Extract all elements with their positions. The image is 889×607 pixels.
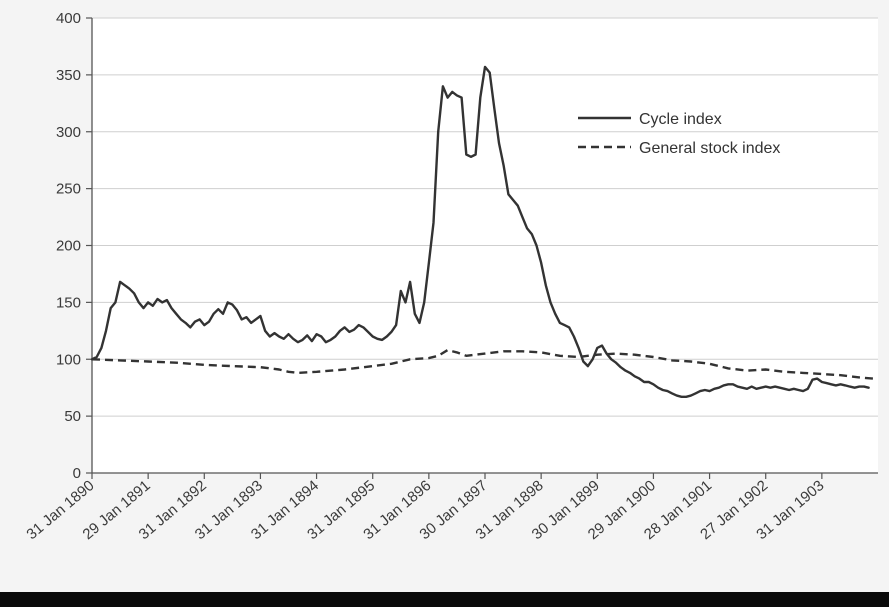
series-line-cycle-index <box>90 65 870 398</box>
y-tick-label: 0 <box>73 465 81 482</box>
legend-label: Cycle index <box>639 111 722 128</box>
y-tick-label: 50 <box>64 408 81 425</box>
y-tick-label: 200 <box>56 238 81 255</box>
legend: Cycle index General stock index <box>578 111 780 157</box>
series-line-general-stock-index <box>91 348 874 380</box>
y-tick-label: 300 <box>56 124 81 141</box>
y-axis-ticks: 0 50 100 150 200 250 300 350 400 <box>56 10 92 482</box>
series-lines <box>90 65 874 398</box>
y-tick-label: 400 <box>56 10 81 27</box>
chart-frame: 0 50 100 150 200 250 300 350 400 31 Jan 1890 29 J… <box>0 0 889 592</box>
legend-label: General stock index <box>639 140 780 157</box>
y-tick-label: 250 <box>56 181 81 198</box>
gridlines <box>92 17 878 417</box>
y-tick-label: 350 <box>56 67 81 84</box>
y-tick-label: 150 <box>56 294 81 311</box>
bottom-bar <box>0 592 889 607</box>
y-tick-label: 100 <box>56 351 81 368</box>
